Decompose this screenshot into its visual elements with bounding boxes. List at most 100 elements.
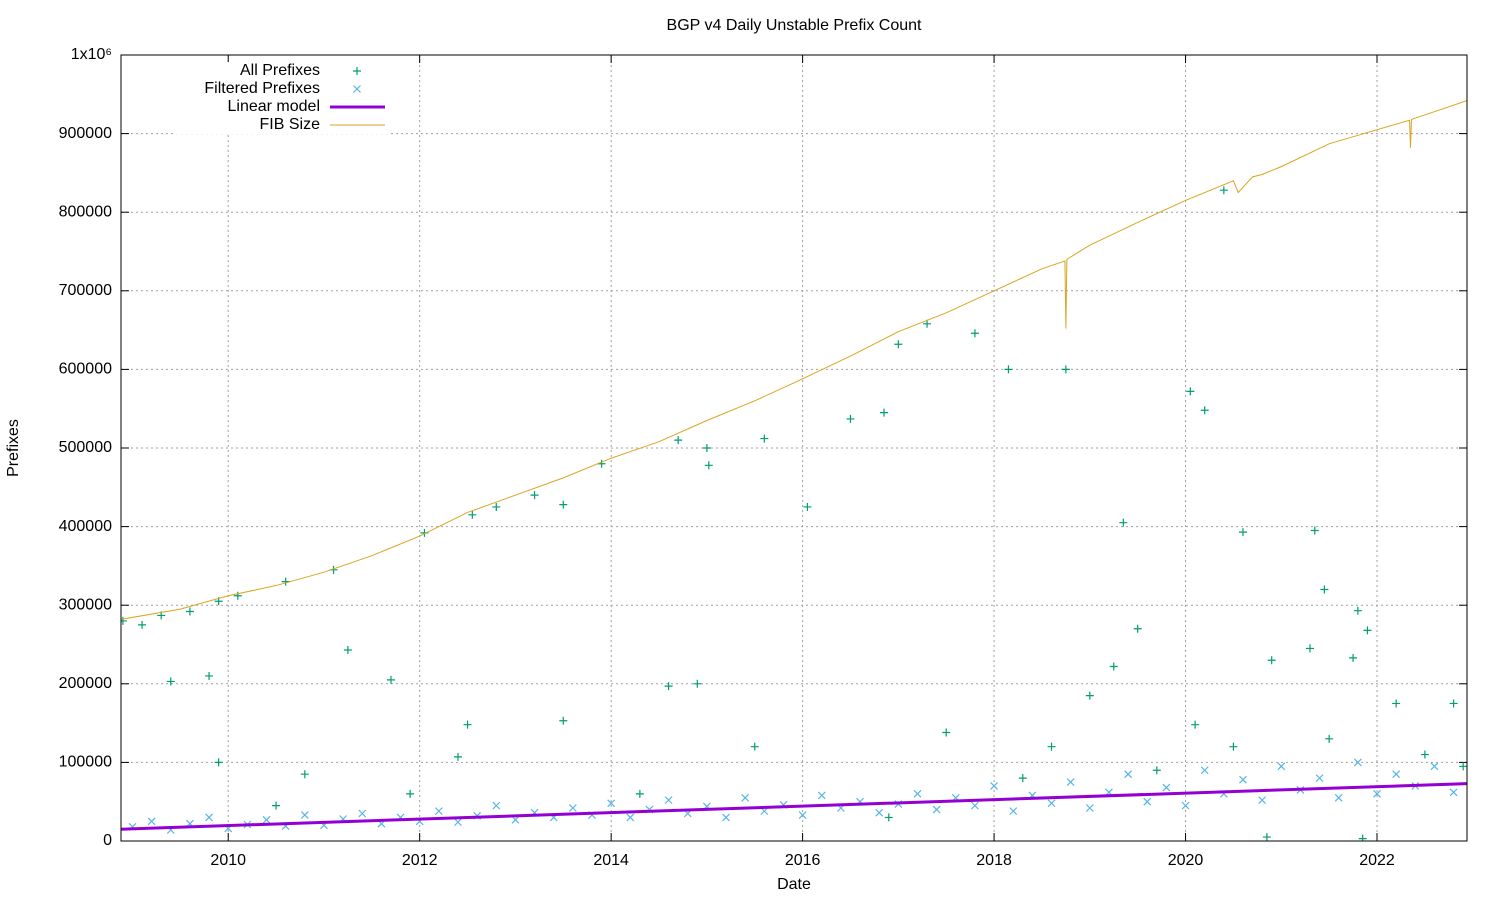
x-tick-label: 2018 — [976, 852, 1012, 869]
point-plus — [492, 502, 501, 511]
point-plus — [674, 436, 683, 445]
y-tick-label: 900000 — [59, 125, 112, 142]
y-tick-label: 400000 — [59, 518, 112, 535]
point-plus — [1392, 699, 1401, 708]
point-plus — [138, 620, 147, 629]
point-cross — [511, 815, 520, 824]
point-cross — [1009, 807, 1018, 816]
point-plus — [760, 434, 769, 443]
point-plus — [1018, 774, 1027, 783]
point-plus — [530, 491, 539, 500]
point-plus — [704, 461, 713, 470]
point-plus — [1109, 662, 1118, 671]
point-plus — [1200, 406, 1209, 415]
point-plus — [1219, 186, 1228, 195]
point-cross — [798, 811, 807, 819]
y-tick-label: 500000 — [59, 439, 112, 456]
point-cross — [300, 811, 309, 819]
point-plus — [121, 616, 127, 625]
legend-bg — [176, 116, 391, 134]
y-tick-label: 1x10⁶ — [71, 46, 112, 63]
point-plus — [1119, 518, 1128, 527]
chart-title: BGP v4 Daily Unstable Prefix Count — [667, 17, 922, 34]
legend-bg — [176, 98, 391, 116]
point-plus — [559, 716, 568, 725]
legend-label: FIB Size — [260, 116, 321, 133]
point-plus — [1238, 528, 1247, 537]
y-tick-label: 0 — [103, 832, 112, 849]
point-cross — [817, 791, 826, 800]
point-cross — [434, 807, 443, 816]
point-plus — [1061, 365, 1070, 374]
point-plus — [879, 408, 888, 417]
point-cross — [568, 804, 577, 812]
point-cross — [664, 796, 673, 805]
x-axis-label: Date — [777, 876, 811, 893]
series-line — [121, 100, 1467, 620]
point-plus — [1267, 656, 1276, 665]
x-tick-label: 2020 — [1168, 852, 1204, 869]
point-plus — [1085, 691, 1094, 700]
point-plus — [894, 340, 903, 349]
point-cross — [205, 813, 213, 822]
point-plus — [693, 679, 702, 688]
point-plus — [214, 758, 223, 767]
x-tick-label: 2022 — [1359, 852, 1395, 869]
point-plus — [750, 742, 759, 751]
point-cross — [971, 801, 979, 810]
point-cross — [1353, 758, 1362, 767]
point-plus — [272, 801, 281, 810]
point-plus — [1353, 606, 1362, 615]
point-cross — [913, 789, 922, 798]
point-cross — [1200, 766, 1209, 775]
series-line — [121, 782, 1467, 831]
point-cross — [1085, 804, 1094, 812]
point-plus — [386, 675, 395, 684]
point-plus — [635, 789, 644, 798]
point-cross — [875, 808, 884, 817]
point-plus — [1262, 833, 1271, 841]
point-plus — [1349, 653, 1358, 662]
point-cross — [358, 809, 367, 818]
y-tick-label: 800000 — [59, 203, 112, 220]
point-plus — [884, 813, 893, 822]
point-plus — [233, 591, 242, 600]
legend-bg — [176, 80, 391, 98]
point-plus — [205, 671, 214, 680]
y-tick-label: 300000 — [59, 596, 112, 613]
point-plus — [1306, 644, 1314, 653]
point-plus — [1363, 626, 1372, 635]
point-cross — [262, 815, 271, 824]
point-cross — [1143, 797, 1152, 806]
point-plus — [923, 319, 932, 328]
x-tick-label: 2010 — [210, 852, 246, 869]
legend-label: Filtered Prefixes — [204, 80, 320, 97]
point-cross — [147, 817, 156, 826]
point-plus — [664, 682, 673, 691]
point-plus — [468, 510, 477, 519]
point-cross — [454, 818, 462, 827]
point-cross — [1373, 789, 1381, 798]
y-tick-label: 600000 — [59, 361, 112, 378]
legend-bg — [176, 62, 391, 80]
point-plus — [1191, 720, 1200, 729]
point-plus — [702, 444, 711, 452]
plot — [121, 100, 1467, 841]
point-cross — [741, 793, 750, 802]
plot-frame — [120, 54, 1468, 842]
point-cross — [1277, 762, 1286, 771]
point-cross — [353, 85, 361, 93]
point-plus — [463, 720, 472, 729]
point-cross — [1162, 783, 1171, 792]
point-plus — [803, 502, 812, 511]
point-cross — [1449, 788, 1458, 797]
point-plus — [1047, 742, 1056, 751]
point-plus — [1420, 750, 1429, 759]
point-plus — [1186, 387, 1195, 396]
y-tick-label: 700000 — [59, 282, 112, 299]
point-cross — [1315, 774, 1324, 783]
point-plus — [970, 329, 979, 338]
point-plus — [1320, 585, 1329, 594]
legend-label: Linear model — [228, 98, 321, 115]
